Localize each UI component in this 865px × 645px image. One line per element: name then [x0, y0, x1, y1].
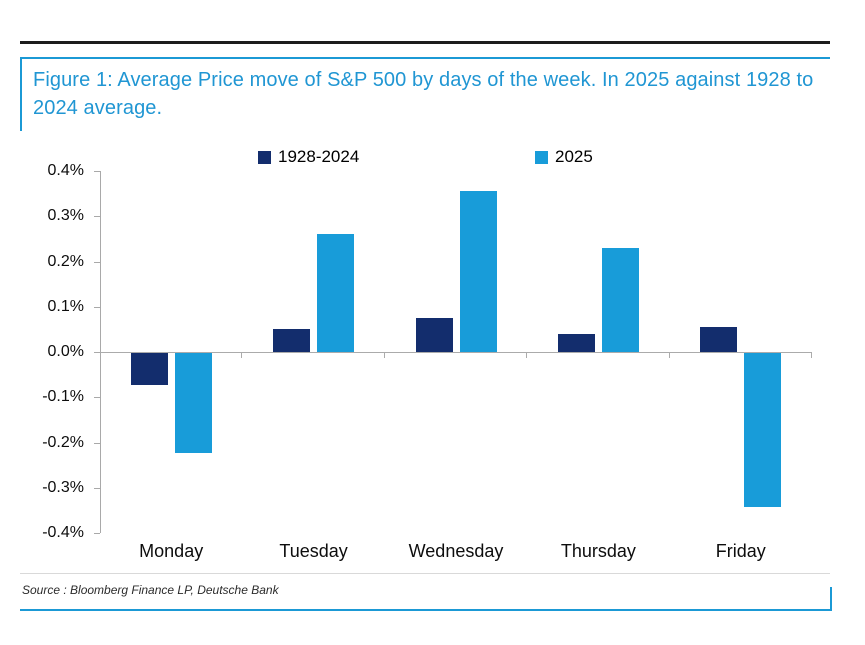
zero-gridline [100, 352, 812, 353]
x-axis-label-wednesday: Wednesday [408, 541, 504, 561]
bar-1928-2024-monday [130, 353, 168, 385]
y-tick-label: 0.3% [47, 207, 84, 225]
legend-swatch-icon [258, 150, 271, 164]
source-divider [20, 573, 830, 574]
bar-2025-thursday [601, 247, 639, 352]
y-tick-mark [94, 261, 100, 263]
legend-item-1928-2024: 1928-2024 [258, 147, 359, 167]
y-tick-label: 0.1% [47, 297, 84, 315]
bottom-divider-corner-tick [830, 587, 832, 611]
figure-title: Figure 1: Average Price move of S&P 500 … [33, 69, 814, 119]
figure-title-box: Figure 1: Average Price move of S&P 500 … [20, 57, 830, 131]
y-tick-mark [94, 352, 100, 353]
x-tick-mark [669, 352, 670, 358]
x-tick-mark [811, 352, 812, 358]
y-axis-labels: 0.4% 0.3% 0.2% 0.1% 0.0% -0.1% -0.2% -0.3% -0.4% [0, 162, 84, 541]
bar-1928-2024-thursday [557, 333, 595, 352]
bottom-divider [20, 609, 832, 611]
y-tick-label: -0.1% [42, 388, 84, 406]
bar-1928-2024-wednesday [415, 318, 453, 352]
x-tick-mark [526, 352, 527, 358]
x-axis-label-thursday: Thursday [560, 541, 636, 561]
y-tick-mark [94, 216, 100, 218]
y-tick-mark [94, 533, 100, 534]
legend-item-2025: 2025 [535, 147, 593, 167]
y-tick-mark [94, 442, 100, 444]
y-tick-mark [94, 487, 100, 489]
legend-swatch-icon [535, 150, 548, 164]
plot-area [94, 171, 812, 534]
y-tick-label: -0.2% [42, 433, 84, 451]
x-axis-label-friday: Friday [715, 541, 766, 561]
legend-label: 2025 [555, 147, 593, 166]
x-tick-mark [241, 352, 242, 358]
bar-2025-wednesday [459, 191, 497, 352]
source-text: Source : Bloomberg Finance LP, Deutsche … [22, 583, 279, 597]
y-tick-mark [94, 397, 100, 399]
bar-2025-monday [174, 353, 212, 453]
y-tick-label: -0.4% [42, 524, 84, 541]
top-divider [20, 41, 830, 44]
x-axis-labels: Monday Tuesday Wednesday Thursday Friday [100, 541, 812, 567]
x-tick-mark [384, 352, 385, 358]
x-axis-label-monday: Monday [139, 541, 204, 561]
bar-1928-2024-tuesday [273, 329, 311, 352]
y-tick-label: 0.4% [47, 162, 84, 179]
x-axis-label-tuesday: Tuesday [279, 541, 348, 561]
y-tick-label: -0.3% [42, 478, 84, 496]
y-tick-mark [94, 306, 100, 308]
y-tick-label: 0.0% [47, 343, 84, 360]
y-tick-mark [94, 171, 100, 172]
bar-2025-friday [744, 353, 782, 507]
bar-1928-2024-friday [700, 327, 738, 352]
bar-2025-tuesday [317, 234, 355, 352]
legend-label: 1928-2024 [278, 147, 360, 166]
y-tick-label: 0.2% [47, 252, 84, 270]
